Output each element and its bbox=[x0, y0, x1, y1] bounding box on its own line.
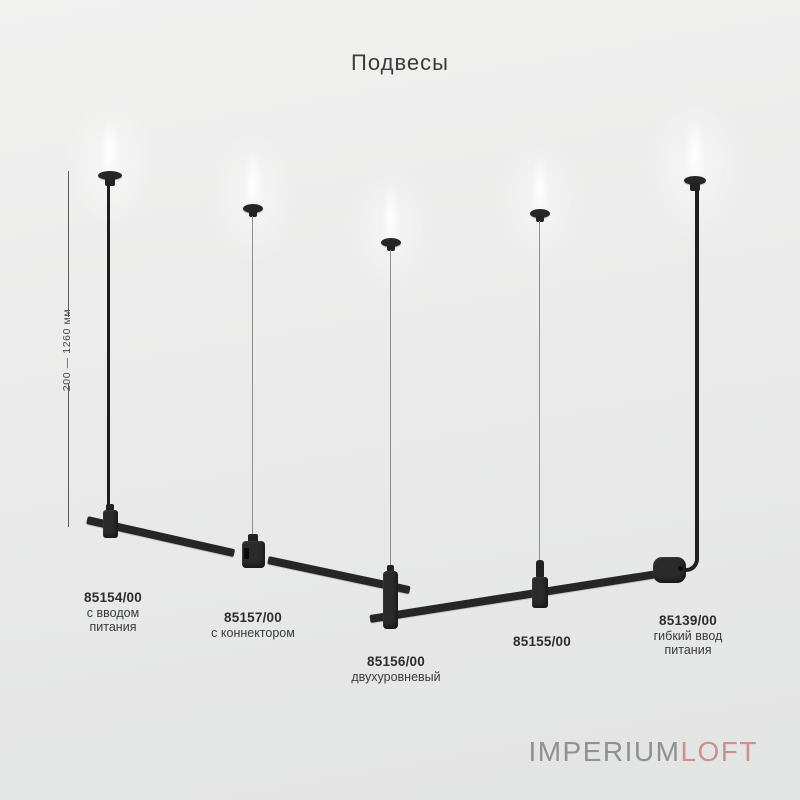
clamp-85155 bbox=[532, 577, 548, 608]
post-neck-85156 bbox=[387, 565, 394, 573]
connector-slot-85157 bbox=[244, 548, 249, 559]
cable-entry-hole-85139 bbox=[678, 566, 683, 571]
product-label-85155: 85155/00 bbox=[457, 634, 627, 650]
connector-nub-85157 bbox=[248, 534, 258, 543]
rigid-rod-85154 bbox=[107, 185, 110, 511]
product-label-85139: 85139/00 гибкий ввод питания bbox=[603, 613, 773, 658]
product-code: 85155/00 bbox=[513, 634, 571, 649]
canopy-85154 bbox=[98, 171, 122, 180]
canopy-85156 bbox=[381, 238, 401, 247]
dimension-line-bottom bbox=[68, 384, 69, 527]
two-level-post-85156 bbox=[383, 571, 398, 629]
power-input-connector-85154 bbox=[103, 510, 118, 538]
product-desc-line: двухуровневый bbox=[351, 669, 441, 684]
canopy-stem bbox=[690, 183, 700, 191]
product-code: 85139/00 bbox=[659, 613, 717, 628]
product-label-85154: 85154/00 с вводом питания bbox=[28, 590, 198, 635]
logo-text-loft: LOFT bbox=[680, 736, 758, 767]
product-desc-line: с вводом bbox=[86, 605, 140, 620]
canopy-stem bbox=[387, 245, 395, 251]
flexible-power-cable-85139 bbox=[682, 190, 699, 572]
canopy-stem bbox=[249, 211, 257, 217]
canopy-stem bbox=[536, 216, 544, 222]
imperiumloft-logo: IMPERIUMLOFT bbox=[528, 736, 758, 768]
product-code: 85157/00 bbox=[224, 610, 282, 625]
dimension-line-top bbox=[68, 171, 69, 317]
canopy-stem bbox=[105, 178, 115, 186]
dimension-label: 200 — 1260 мм bbox=[61, 308, 73, 392]
product-code: 85154/00 bbox=[84, 590, 142, 605]
canopy-85157 bbox=[243, 204, 263, 213]
clamp-nipple-85155 bbox=[536, 560, 544, 579]
product-desc-line: гибкий ввод bbox=[653, 628, 723, 643]
connector-neck-85154 bbox=[106, 504, 114, 512]
product-code: 85156/00 bbox=[367, 654, 425, 669]
connector-box-85157 bbox=[242, 541, 265, 568]
canopy-85155 bbox=[530, 209, 550, 218]
wire-85155 bbox=[539, 221, 540, 561]
wire-85156 bbox=[390, 250, 391, 569]
page-title: Подвесы bbox=[351, 50, 449, 75]
product-label-85156: 85156/00 двухуровневый bbox=[311, 654, 481, 684]
product-desc-line: питания bbox=[89, 620, 137, 634]
product-desc-line: питания bbox=[664, 643, 712, 657]
product-desc-line: с коннектором bbox=[211, 625, 295, 640]
wire-85157 bbox=[252, 216, 253, 535]
product-label-85157: 85157/00 с коннектором bbox=[168, 610, 338, 640]
logo-text-imperium: IMPERIUM bbox=[528, 736, 681, 767]
canopy-85139 bbox=[684, 176, 706, 185]
